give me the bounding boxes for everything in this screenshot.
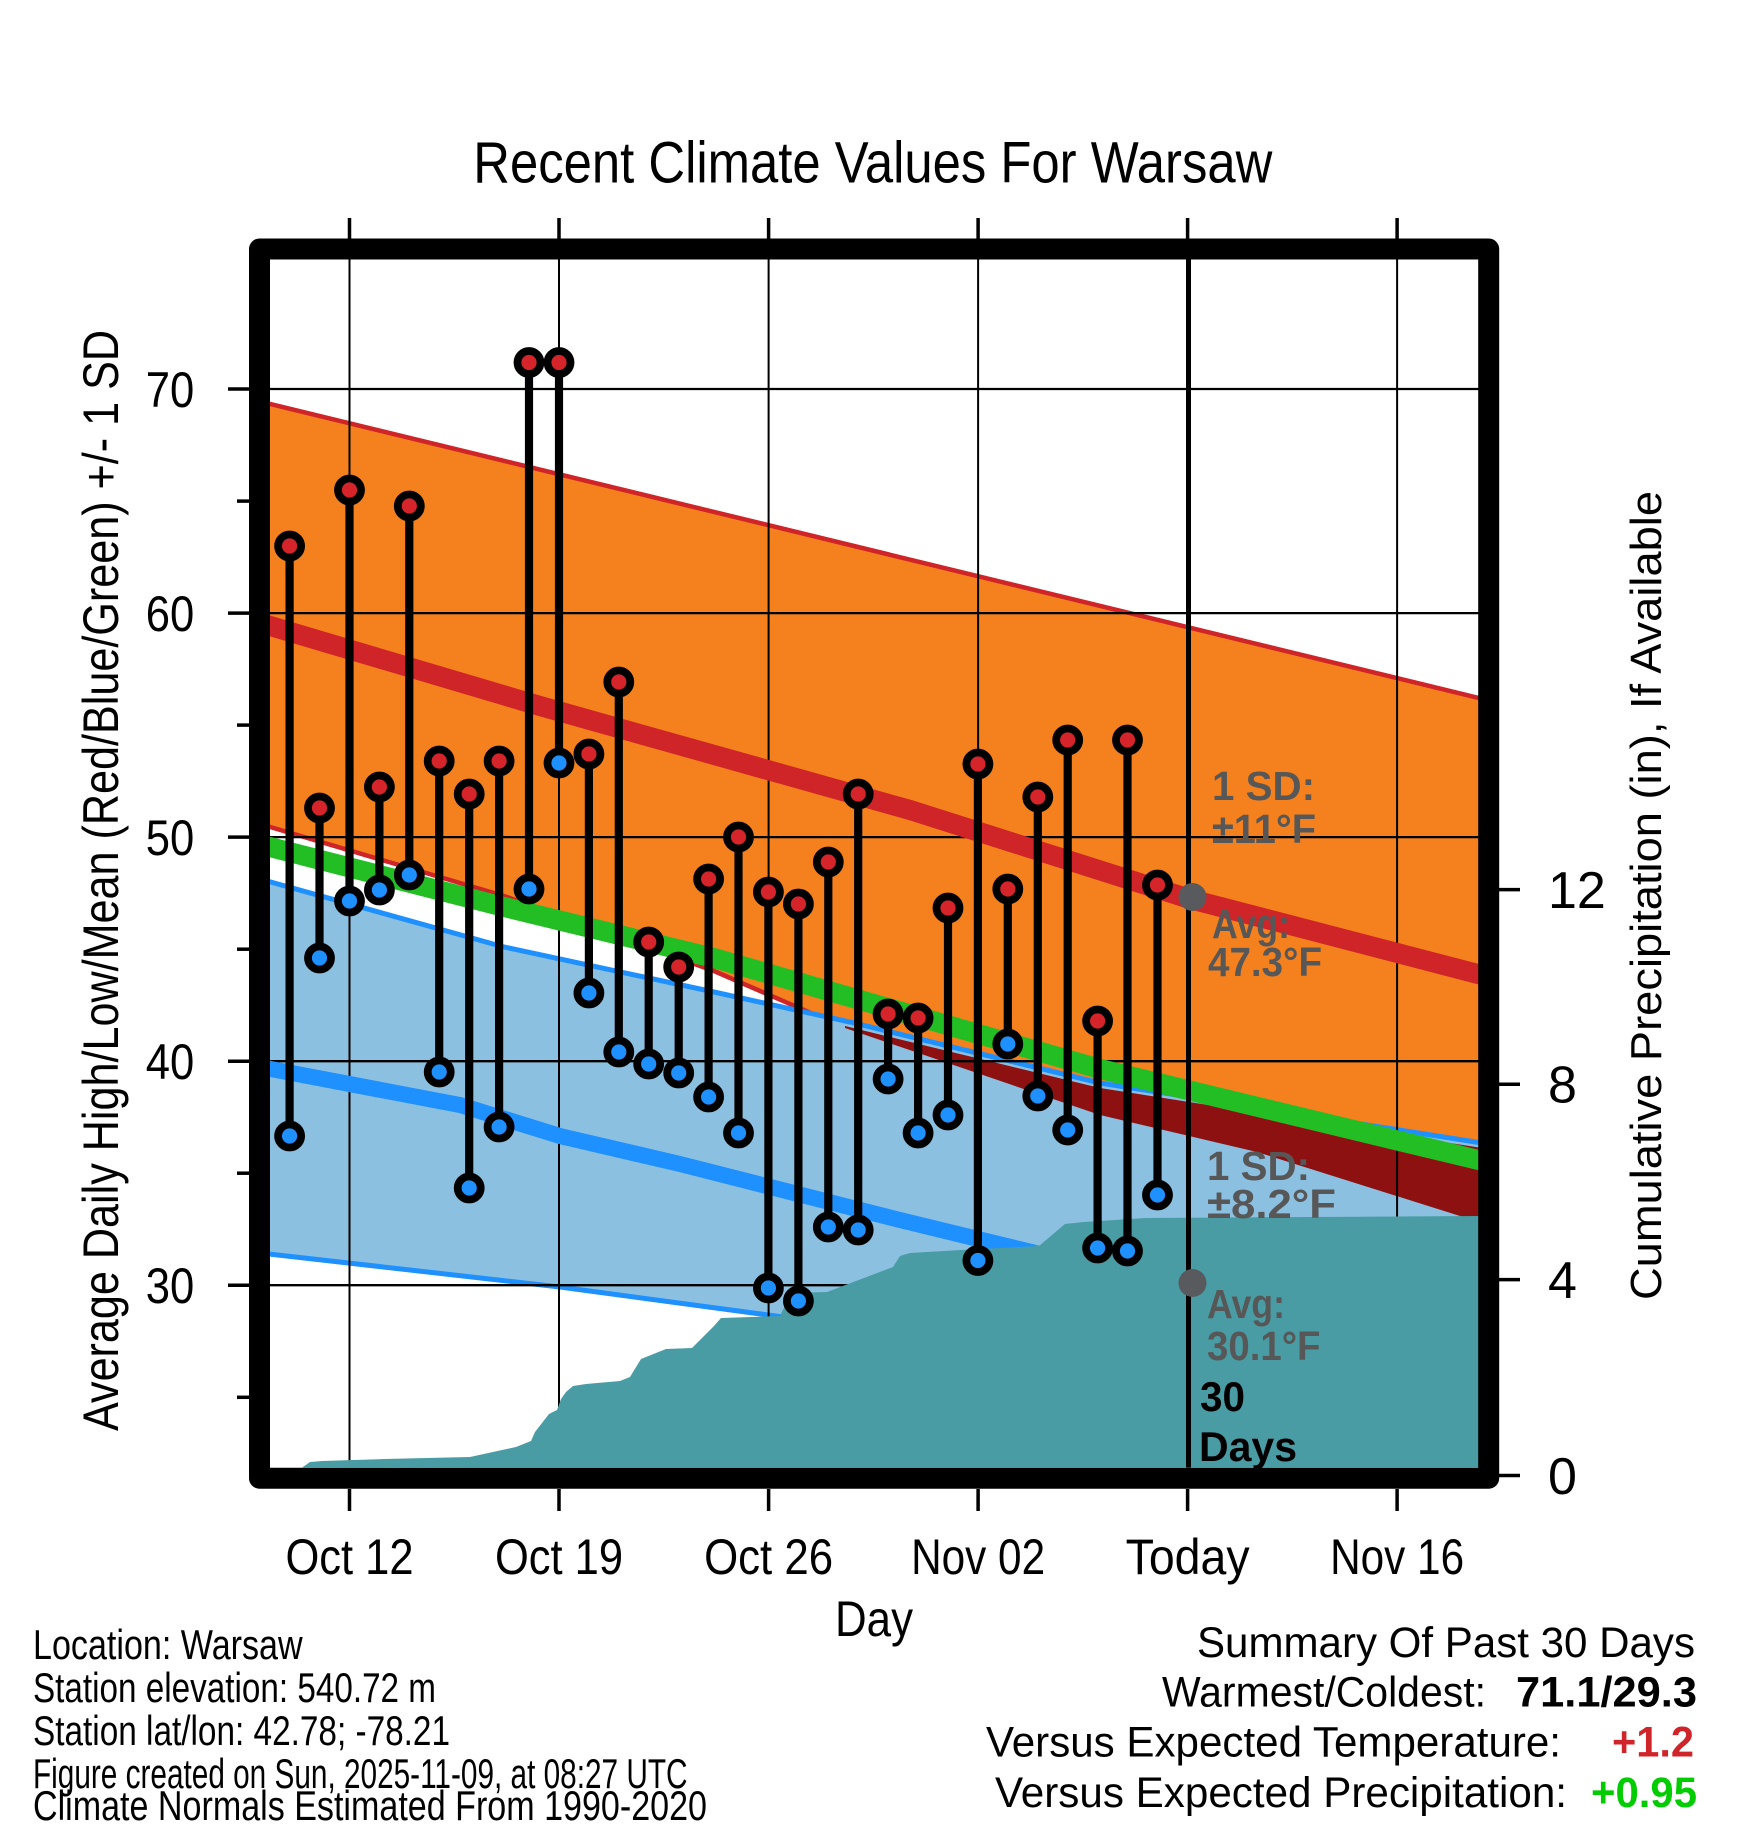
svg-text:71.1/29.3: 71.1/29.3 — [1516, 1668, 1697, 1716]
svg-text:Figure created on Sun, 2025-11: Figure created on Sun, 2025-11-09, at 08… — [33, 1750, 688, 1797]
svg-text:8: 8 — [1548, 1057, 1577, 1115]
svg-text:4: 4 — [1548, 1252, 1577, 1310]
svg-text:12: 12 — [1548, 862, 1606, 920]
svg-text:Recent Climate Values For Wars: Recent Climate Values For Warsaw — [473, 131, 1273, 196]
svg-text:Station lat/lon: 42.78; -78.21: Station lat/lon: 42.78; -78.21 — [33, 1707, 450, 1754]
svg-text:Avg:: Avg: — [1212, 901, 1290, 947]
svg-text:Versus Expected Temperature:: Versus Expected Temperature: — [986, 1719, 1561, 1767]
svg-text:47.3°F: 47.3°F — [1208, 939, 1322, 985]
svg-text:+1.2: +1.2 — [1612, 1719, 1694, 1767]
svg-text:1 SD:: 1 SD: — [1207, 1143, 1310, 1189]
svg-text:30.1°F: 30.1°F — [1207, 1323, 1321, 1369]
svg-text:Versus Expected Precipitation:: Versus Expected Precipitation: — [995, 1769, 1567, 1817]
svg-text:30: 30 — [1200, 1373, 1245, 1420]
svg-text:Nov 02: Nov 02 — [911, 1529, 1045, 1585]
svg-text:1 SD:: 1 SD: — [1212, 763, 1315, 809]
svg-text:30: 30 — [146, 1258, 195, 1314]
svg-text:50: 50 — [146, 810, 195, 866]
svg-text:Cumulative Precipitation (in),: Cumulative Precipitation (in), If Availa… — [1622, 491, 1671, 1300]
svg-text:60: 60 — [146, 586, 195, 642]
svg-text:Location: Warsaw: Location: Warsaw — [33, 1621, 303, 1668]
svg-text:Days: Days — [1199, 1423, 1297, 1470]
svg-text:Avg:: Avg: — [1207, 1281, 1285, 1327]
svg-text:Station elevation: 540.72 m: Station elevation: 540.72 m — [33, 1664, 436, 1711]
svg-text:Nov 16: Nov 16 — [1330, 1529, 1464, 1585]
svg-text:Day: Day — [835, 1591, 913, 1647]
svg-text:+0.95: +0.95 — [1591, 1769, 1697, 1817]
svg-text:Oct 26: Oct 26 — [704, 1529, 833, 1585]
svg-text:70: 70 — [146, 362, 195, 418]
svg-text:0: 0 — [1548, 1448, 1577, 1506]
svg-text:Summary Of Past 30 Days: Summary Of Past 30 Days — [1197, 1619, 1695, 1667]
svg-text:Oct 19: Oct 19 — [495, 1529, 623, 1585]
svg-text:Today: Today — [1126, 1529, 1250, 1585]
svg-text:Oct 12: Oct 12 — [286, 1529, 414, 1585]
svg-text:Average Daily High/Low/Mean (R: Average Daily High/Low/Mean (Red/Blue/Gr… — [73, 330, 129, 1431]
svg-text:Warmest/Coldest:: Warmest/Coldest: — [1162, 1668, 1486, 1716]
svg-text:40: 40 — [146, 1034, 195, 1090]
svg-text:±8.2°F: ±8.2°F — [1207, 1181, 1336, 1227]
svg-text:Climate Normals Estimated From: Climate Normals Estimated From 1990-2020 — [33, 1782, 707, 1828]
svg-text:±11°F: ±11°F — [1212, 806, 1316, 852]
